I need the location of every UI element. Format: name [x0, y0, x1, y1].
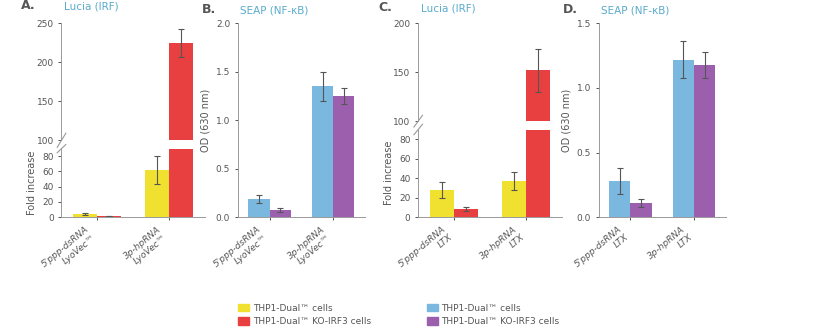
Bar	[248, 199, 269, 217]
Text: A.: A.	[21, 0, 36, 12]
Bar	[525, 69, 549, 217]
Bar	[169, 46, 192, 217]
Bar	[145, 170, 169, 217]
Bar	[693, 65, 714, 217]
Bar	[525, 70, 549, 219]
Bar	[609, 181, 630, 217]
Bar	[333, 96, 354, 217]
Text: SEAP (NF-κB): SEAP (NF-κB)	[600, 6, 668, 16]
Text: D.: D.	[563, 3, 577, 16]
Text: C.: C.	[378, 1, 391, 14]
Bar	[97, 216, 121, 217]
Text: Lucia (IRF): Lucia (IRF)	[421, 4, 475, 14]
Y-axis label: OD (630 nm): OD (630 nm)	[200, 89, 210, 152]
Bar	[454, 211, 477, 219]
Bar	[672, 59, 693, 217]
Bar	[97, 217, 121, 218]
Y-axis label: Fold increase: Fold increase	[383, 141, 393, 205]
Bar	[311, 86, 333, 217]
Text: Lucia (IRF): Lucia (IRF)	[64, 2, 119, 12]
Bar	[169, 43, 192, 218]
Bar	[501, 181, 525, 217]
Bar	[74, 215, 97, 218]
Bar	[630, 203, 651, 217]
Bar	[74, 214, 97, 217]
Legend: THP1-Dual™ cells, THP1-Dual™ KO-IRF3 cells: THP1-Dual™ cells, THP1-Dual™ KO-IRF3 cel…	[427, 304, 559, 326]
Legend: THP1-Dual™ cells, THP1-Dual™ KO-IRF3 cells: THP1-Dual™ cells, THP1-Dual™ KO-IRF3 cel…	[238, 304, 370, 326]
Bar	[430, 190, 454, 217]
Text: SEAP (NF-κB): SEAP (NF-κB)	[240, 6, 308, 16]
Bar	[269, 210, 291, 217]
Bar	[501, 183, 525, 219]
Bar	[145, 170, 169, 218]
Y-axis label: OD (630 nm): OD (630 nm)	[560, 89, 570, 152]
Bar	[454, 209, 477, 217]
Bar	[430, 192, 454, 219]
Y-axis label: Fold increase: Fold increase	[27, 151, 37, 215]
Text: B.: B.	[202, 3, 216, 16]
